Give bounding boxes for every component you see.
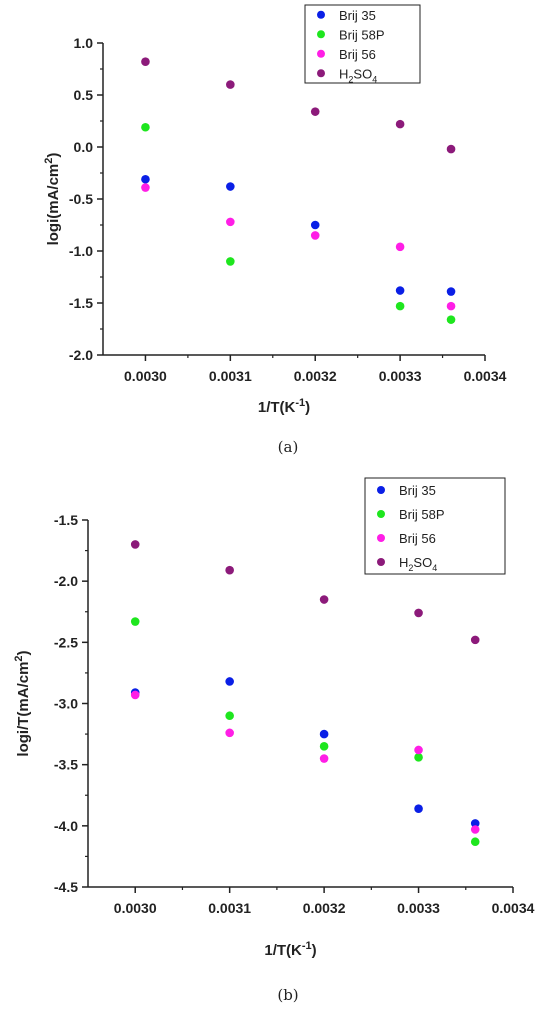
data-point [470,635,480,645]
panel-caption: (a) [278,438,299,456]
data-point [141,122,150,132]
legend-label: H2SO4 [339,66,377,84]
y-tick-label: 0.0 [74,139,94,155]
series-brij-58p [141,122,456,324]
series-brij-56 [130,690,480,834]
y-tick-label: -4.0 [54,818,78,834]
legend: Brij 35 Brij 58P Brij 56 H2SO4 [304,4,421,84]
data-point [446,287,456,296]
x-tick-label: 0.0034 [464,368,507,384]
series-brij-56 [141,183,456,311]
legend-label: Brij 56 [399,531,436,546]
data-point [226,182,235,191]
data-point [470,837,480,847]
y-tick-label: -1.0 [69,243,93,259]
data-point [226,217,235,227]
data-point [395,301,405,311]
data-point [446,315,456,324]
x-tick-label: 0.0030 [124,368,167,384]
x-tick-label: 0.0032 [303,900,346,916]
legend-marker [317,30,325,39]
x-tick-label: 0.0030 [114,900,157,916]
data-point [446,144,456,154]
y-axis-label: logi(mA/cm2) [43,153,62,246]
data-point [226,257,235,266]
data-point [130,690,140,700]
data-point [414,608,423,618]
legend-marker [317,69,325,78]
y-tick-label: 1.0 [74,35,94,51]
y-axis-label: logi/T(mA/cm2) [13,650,32,756]
legend-box [364,477,506,575]
data-point [414,745,423,755]
y-tick-label: -2.5 [54,634,78,650]
legend-label: Brij 58P [399,507,445,522]
data-point [395,242,405,252]
legend-label: Brij 35 [399,483,436,498]
series-h2so4 [130,540,480,645]
series-brij-58p [130,617,480,847]
x-tick-label: 0.0033 [379,368,422,384]
x-axis-label: 1/T(K-1) [264,940,316,959]
x-tick-label: 0.0033 [397,900,440,916]
data-point [141,57,150,67]
x-tick-label: 0.0031 [208,900,251,916]
series-h2so4 [141,57,456,154]
data-point [395,119,405,129]
y-tick-label: -2.0 [54,573,78,589]
data-point [470,819,480,828]
x-tick-label: 0.0032 [294,368,337,384]
legend-marker [377,558,385,566]
data-point [130,617,140,626]
data-point [310,220,320,230]
data-point [226,80,235,89]
data-point [310,231,320,240]
data-point [130,540,140,549]
data-point [141,183,150,192]
data-point [414,753,423,762]
data-point [225,728,234,738]
data-point [225,677,234,686]
data-point [319,754,329,763]
legend: Brij 35 Brij 58P Brij 56 H2SO4 [364,477,506,575]
data-point [446,301,456,311]
chart-panel-b: -4.5 -4.0 -3.5 -3.0 -2.5 -2.0 -1.5 0.0030 0.0031… [13,477,535,1004]
y-tick-label: -1.5 [69,295,93,311]
y-tick-label: -0.5 [69,191,93,207]
y-tick-label: 0.5 [74,87,94,103]
data-point [319,729,329,739]
legend-marker [377,510,385,518]
legend-marker [377,486,385,494]
data-point [395,286,405,295]
legend-label: Brij 58P [339,27,385,42]
x-axis-label: 1/T(K-1) [258,397,310,416]
x-tick-label: 0.0034 [492,900,535,916]
y-tick-label: -3.5 [54,757,78,773]
data-point [319,742,329,751]
x-tick-label: 0.0031 [209,368,252,384]
data-point [319,595,329,604]
data-point [414,804,423,814]
panel-caption: (b) [277,986,298,1004]
legend-label: Brij 56 [339,47,376,62]
data-point [141,174,150,184]
series-brij-35 [130,677,480,828]
chart-panel-a: -2.0 -1.5 -1.0 -0.5 0.0 0.5 1.0 0.0030 0.0031 0.0… [43,4,507,456]
legend-label: Brij 35 [339,8,376,23]
legend-marker [377,534,385,542]
y-tick-label: -4.5 [54,879,78,895]
legend-box [304,4,421,84]
data-point [310,107,320,116]
y-tick-label: -1.5 [54,512,78,528]
legend-marker [317,10,325,19]
y-tick-label: -2.0 [69,347,93,363]
legend-marker [317,49,325,58]
series-brij-35 [141,174,456,296]
legend-label: H2SO4 [399,555,437,573]
y-tick-label: -3.0 [54,696,78,712]
data-point [225,565,234,575]
data-point [470,825,480,834]
data-point [225,711,234,721]
